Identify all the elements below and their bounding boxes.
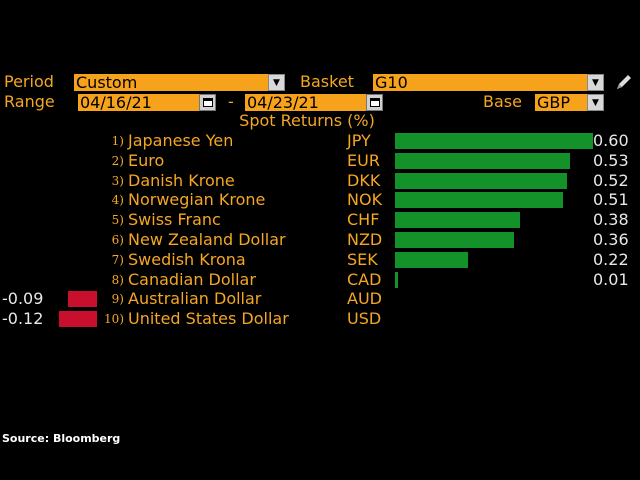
currency-name[interactable]: Swiss Franc	[128, 210, 221, 230]
bar-sek	[395, 251, 468, 268]
basket-dropdown-button[interactable]: ▼	[587, 74, 604, 91]
currency-code: DKK	[347, 170, 381, 190]
base-dropdown-button[interactable]: ▼	[587, 94, 604, 111]
table-row[interactable]: 7) Swedish Krona SEK 0.22	[0, 250, 640, 270]
chart-title: Spot Returns (%)	[0, 112, 640, 130]
currency-code: JPY	[347, 131, 371, 150]
row-number: 2)	[111, 153, 124, 168]
table-row[interactable]: 3) Danish Krone DKK 0.52	[0, 171, 640, 191]
value-label: 0.60	[593, 131, 629, 150]
currency-name[interactable]: United States Dollar	[128, 309, 289, 329]
table-row[interactable]: 2) Euro EUR 0.53	[0, 151, 640, 171]
row-number: 8)	[111, 272, 124, 287]
basket-label: Basket	[300, 72, 354, 91]
bar-eur	[395, 152, 570, 169]
calendar-icon	[202, 98, 213, 107]
row-number: 3)	[111, 173, 124, 188]
value-label: 0.53	[593, 150, 629, 170]
period-select[interactable]: Custom	[74, 74, 268, 91]
chevron-down-icon: ▼	[592, 97, 599, 108]
range-dash: -	[228, 92, 234, 111]
value-label: 0.22	[593, 249, 629, 269]
value-label: 0.51	[593, 190, 629, 210]
row-number: 9)	[111, 292, 124, 307]
chart-title-text: Spot Returns (%)	[239, 111, 375, 130]
value-label: 0.36	[593, 230, 629, 249]
range-start-input[interactable]: 04/16/21	[78, 94, 199, 111]
currency-code: NOK	[347, 190, 383, 210]
bar-jpy	[395, 133, 593, 149]
currency-name[interactable]: Norwegian Krone	[128, 190, 266, 210]
currency-name[interactable]: Australian Dollar	[128, 289, 262, 309]
bar-aud	[68, 291, 97, 308]
currency-code: CAD	[347, 269, 382, 289]
row-number: 4)	[111, 193, 124, 208]
table-row[interactable]: 6) New Zealand Dollar NZD 0.36	[0, 230, 640, 250]
chevron-down-icon: ▼	[273, 77, 280, 88]
range-end-calendar-button[interactable]	[366, 94, 383, 111]
currency-code: AUD	[347, 289, 382, 309]
value-label-negative: -0.09	[2, 289, 44, 309]
bar-nok	[395, 192, 563, 209]
currency-code: CHF	[347, 210, 380, 230]
range-label: Range	[4, 92, 55, 111]
currency-name[interactable]: Japanese Yen	[128, 131, 234, 150]
table-row[interactable]: 4) Norwegian Krone NOK 0.51	[0, 190, 640, 210]
base-label: Base	[483, 92, 522, 111]
table-row[interactable]: 10) United States Dollar USD -0.12	[0, 309, 640, 329]
row-number: 6)	[111, 233, 124, 247]
value-label: 0.52	[593, 170, 629, 190]
chevron-down-icon: ▼	[592, 77, 599, 88]
source-note: Source: Bloomberg	[2, 432, 121, 445]
currency-name[interactable]: Euro	[128, 150, 165, 170]
basket-select[interactable]: G10	[373, 74, 587, 91]
period-dropdown-button[interactable]: ▼	[268, 74, 285, 91]
pencil-icon[interactable]	[614, 73, 634, 91]
currency-code: SEK	[347, 249, 378, 269]
currency-name[interactable]: Canadian Dollar	[128, 269, 256, 289]
value-label: 0.01	[593, 269, 629, 289]
value-label: 0.38	[593, 210, 629, 230]
row-number: 10)	[104, 312, 124, 327]
currency-name[interactable]: Danish Krone	[128, 170, 235, 190]
table-row[interactable]: 1) Japanese Yen JPY 0.60	[0, 131, 640, 151]
row-number: 7)	[111, 252, 124, 267]
currency-name[interactable]: Swedish Krona	[128, 249, 246, 269]
currency-name[interactable]: New Zealand Dollar	[128, 230, 286, 249]
bar-usd	[59, 311, 97, 328]
row-number: 5)	[111, 213, 124, 228]
base-select[interactable]: GBP	[535, 94, 587, 111]
table-row[interactable]: 9) Australian Dollar AUD -0.09	[0, 289, 640, 309]
bar-dkk	[395, 172, 567, 189]
range-end-input[interactable]: 04/23/21	[245, 94, 366, 111]
bar-nzd	[395, 232, 514, 248]
bar-cad	[395, 271, 398, 288]
currency-code: EUR	[347, 150, 380, 170]
table-row[interactable]: 8) Canadian Dollar CAD 0.01	[0, 270, 640, 290]
table-row[interactable]: 5) Swiss Franc CHF 0.38	[0, 210, 640, 230]
value-label-negative: -0.12	[2, 309, 44, 329]
calendar-icon	[369, 98, 380, 107]
row-number: 1)	[111, 134, 124, 148]
bar-chf	[395, 212, 520, 229]
period-label: Period	[4, 72, 54, 91]
currency-code: USD	[347, 309, 382, 329]
range-start-calendar-button[interactable]	[199, 94, 216, 111]
currency-code: NZD	[347, 230, 383, 249]
